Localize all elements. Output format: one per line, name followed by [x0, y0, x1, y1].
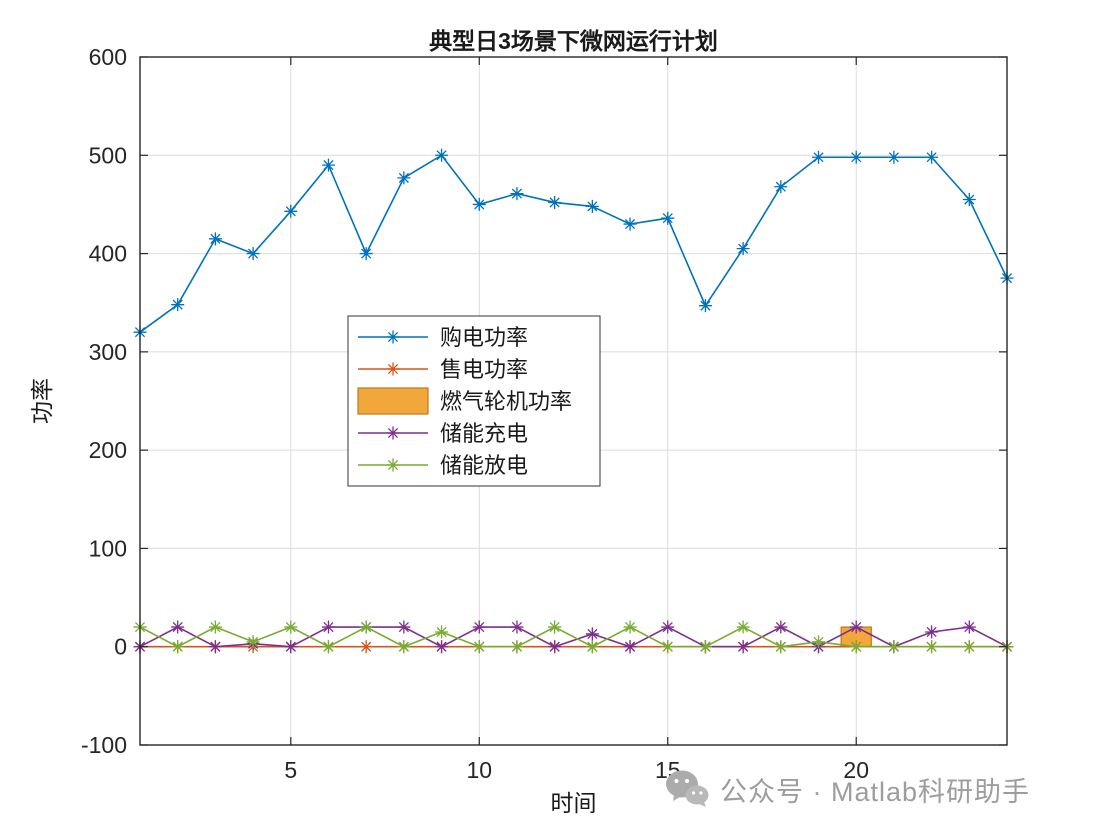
marker-asterisk — [171, 620, 185, 634]
marker-asterisk — [246, 635, 260, 649]
y-tick-label: -100 — [81, 732, 127, 758]
marker-asterisk — [736, 640, 750, 654]
marker-asterisk — [171, 298, 185, 312]
y-tick-label: 400 — [89, 241, 127, 267]
marker-asterisk — [472, 620, 486, 634]
legend-label: 购电功率 — [440, 325, 528, 350]
marker-asterisk — [435, 640, 449, 654]
marker-asterisk — [472, 640, 486, 654]
marker-asterisk — [321, 620, 335, 634]
marker-asterisk — [812, 635, 826, 649]
y-tick-label: 100 — [89, 535, 127, 561]
legend-label: 燃气轮机功率 — [440, 389, 572, 414]
x-tick-label: 20 — [843, 757, 869, 783]
marker-asterisk — [208, 620, 222, 634]
y-tick-label: 200 — [89, 437, 127, 463]
marker-asterisk — [284, 620, 298, 634]
marker-asterisk — [774, 620, 788, 634]
y-axis-label: 功率 — [29, 378, 55, 424]
marker-asterisk — [472, 197, 486, 211]
legend-label: 售电功率 — [440, 357, 528, 382]
marker-asterisk — [435, 148, 449, 162]
legend-swatch-bar — [357, 387, 429, 415]
marker-asterisk — [321, 640, 335, 654]
y-tick-label: 0 — [114, 634, 127, 660]
marker-asterisk — [623, 217, 637, 231]
marker-asterisk — [925, 640, 939, 654]
marker-asterisk — [548, 620, 562, 634]
marker-asterisk — [397, 620, 411, 634]
marker-asterisk — [585, 640, 599, 654]
marker-asterisk — [548, 195, 562, 209]
marker-asterisk — [925, 150, 939, 164]
marker-asterisk — [925, 625, 939, 639]
x-tick-label: 10 — [466, 757, 492, 783]
y-tick-label: 300 — [89, 339, 127, 365]
chart-title: 典型日3场景下微网运行计划 — [429, 28, 718, 54]
marker-asterisk — [736, 242, 750, 256]
marker-asterisk — [435, 625, 449, 639]
marker-asterisk — [623, 640, 637, 654]
marker-asterisk — [208, 640, 222, 654]
marker-asterisk — [774, 640, 788, 654]
marker-asterisk — [359, 640, 373, 654]
marker-asterisk — [510, 640, 524, 654]
marker-asterisk — [962, 640, 976, 654]
marker-asterisk — [887, 640, 901, 654]
marker-asterisk — [386, 330, 400, 344]
marker-asterisk — [510, 620, 524, 634]
marker-asterisk — [962, 193, 976, 207]
marker-asterisk — [585, 627, 599, 641]
marker-asterisk — [849, 620, 863, 634]
marker-asterisk — [585, 199, 599, 213]
series-line-储能放电 — [139, 626, 1007, 648]
marker-asterisk — [623, 620, 637, 634]
x-tick-label: 5 — [284, 757, 297, 783]
series-line-购电功率 — [139, 154, 1008, 333]
marker-asterisk — [246, 247, 260, 261]
marker-asterisk — [698, 640, 712, 654]
axes-box — [139, 56, 1008, 746]
marker-asterisk — [661, 640, 675, 654]
marker-asterisk — [208, 232, 222, 246]
marker-asterisk — [774, 180, 788, 194]
marker-asterisk — [284, 640, 298, 654]
marker-asterisk — [386, 458, 400, 472]
watermark-text: 公众号 · Matlab科研助手 — [720, 776, 1031, 807]
y-tick-label: 600 — [89, 44, 127, 70]
marker-asterisk — [849, 640, 863, 654]
marker-asterisk — [397, 640, 411, 654]
marker-asterisk — [849, 150, 863, 164]
marker-asterisk — [962, 620, 976, 634]
legend-label: 储能充电 — [440, 421, 528, 446]
marker-asterisk — [386, 362, 400, 376]
marker-asterisk — [736, 620, 750, 634]
marker-asterisk — [661, 620, 675, 634]
marker-asterisk — [887, 150, 901, 164]
marker-asterisk — [510, 187, 524, 201]
marker-asterisk — [397, 171, 411, 185]
marker-asterisk — [284, 204, 298, 218]
marker-asterisk — [359, 247, 373, 261]
marker-asterisk — [359, 620, 373, 634]
watermark: 公众号 · Matlab科研助手 — [664, 768, 1030, 810]
marker-asterisk — [548, 640, 562, 654]
y-tick-label: 500 — [89, 142, 127, 168]
marker-asterisk — [171, 640, 185, 654]
legend-label: 储能放电 — [440, 453, 528, 478]
marker-asterisk — [698, 299, 712, 313]
marker-asterisk — [661, 211, 675, 225]
x-axis-label: 时间 — [550, 790, 597, 816]
wechat-icon — [664, 768, 710, 810]
marker-asterisk — [321, 158, 335, 172]
marker-asterisk — [812, 150, 826, 164]
marker-asterisk — [386, 426, 400, 440]
